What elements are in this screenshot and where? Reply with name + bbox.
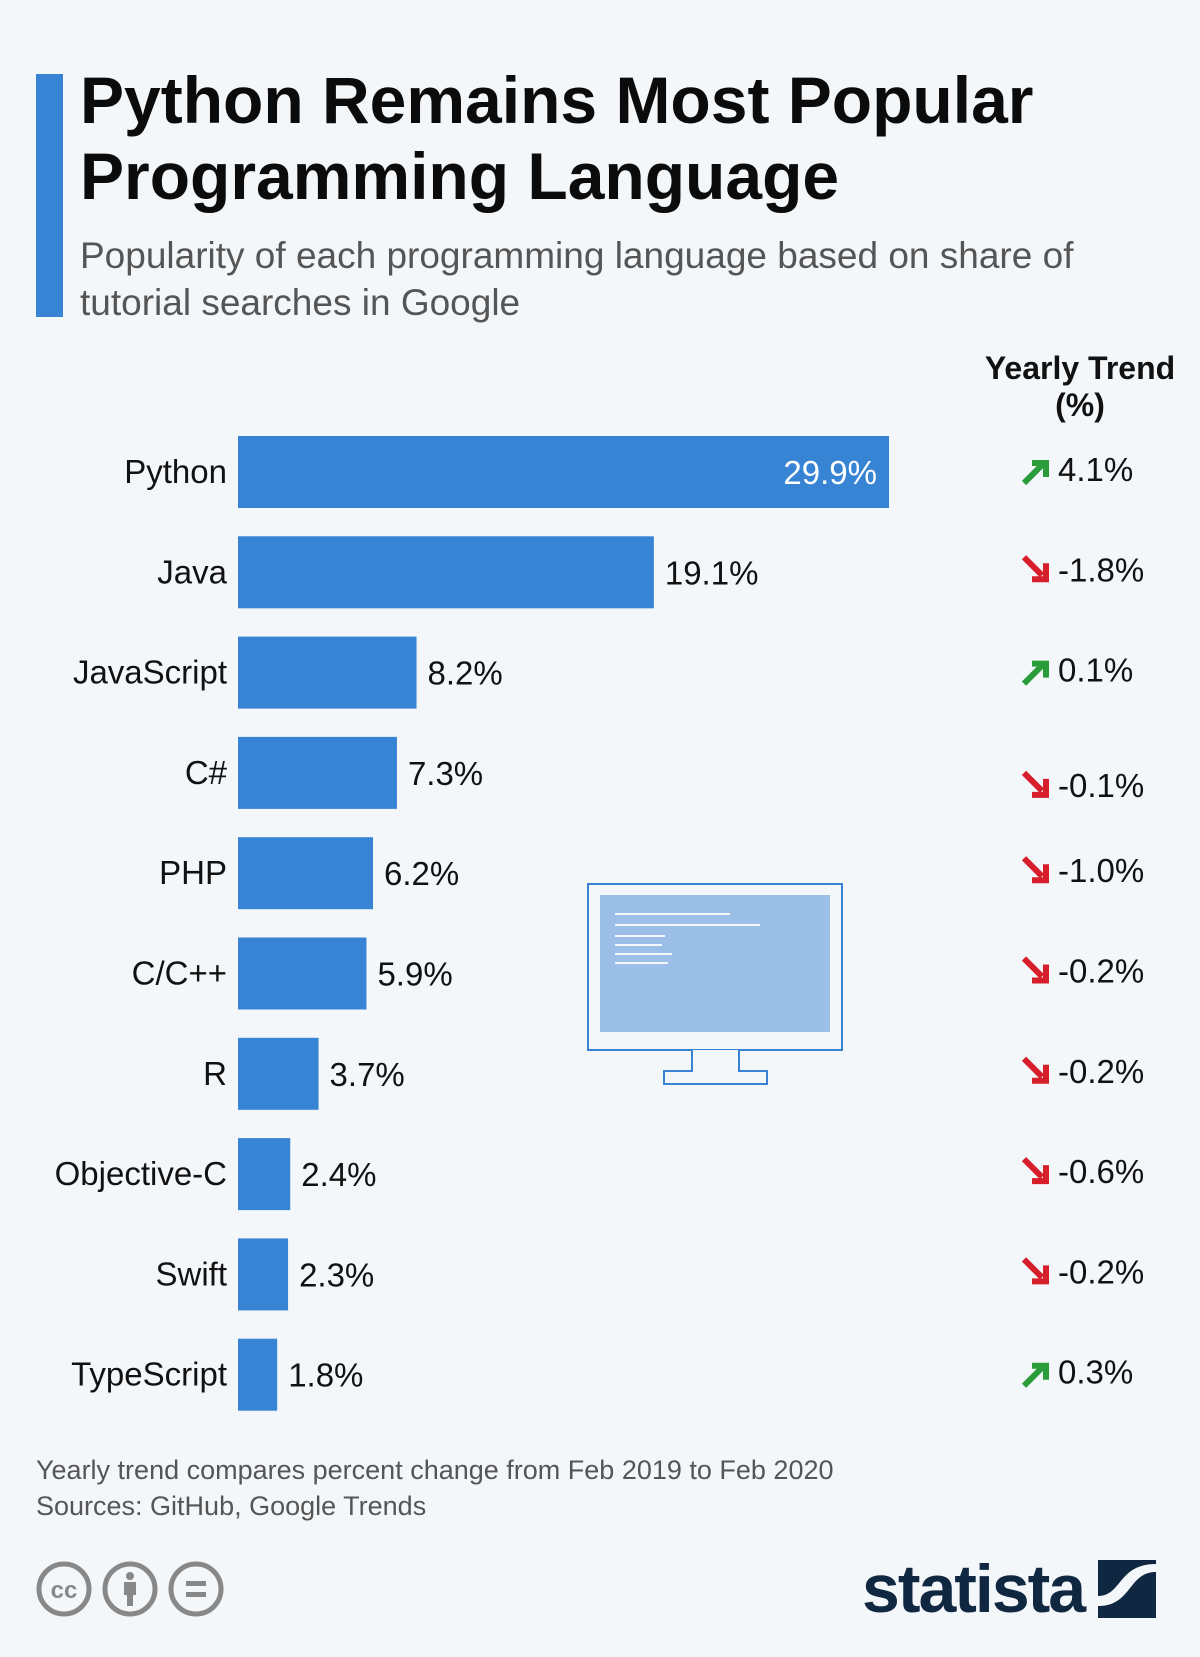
trend-value: -0.1% <box>1058 767 1144 804</box>
bar <box>238 837 373 910</box>
bar <box>238 1338 278 1411</box>
bar <box>238 937 367 1010</box>
trend-down-arrow-icon <box>1021 1056 1049 1084</box>
trend-value: -1.0% <box>1058 852 1144 889</box>
logo-wordmark: statista <box>862 1551 1086 1627</box>
bar <box>238 436 889 508</box>
category-label: C/C++ <box>132 955 227 992</box>
value-label: 2.4% <box>301 1156 376 1193</box>
trend-value: -0.2% <box>1058 953 1144 990</box>
value-label: 1.8% <box>288 1357 363 1394</box>
statista-logo[interactable]: statista <box>862 1551 1157 1627</box>
category-label: C# <box>185 754 228 791</box>
value-label: 6.2% <box>384 855 459 892</box>
trend-column-header: Yearly Trend (%) <box>984 350 1176 423</box>
statista-logo-icon <box>1098 1560 1157 1618</box>
no-derivatives-icon <box>168 1561 224 1617</box>
category-label: TypeScript <box>71 1356 227 1393</box>
category-label: PHP <box>159 854 227 891</box>
value-label: 7.3% <box>408 755 483 792</box>
value-label: 19.1% <box>665 554 759 591</box>
title-accent-bar <box>36 74 63 317</box>
trend-down-arrow-icon <box>1021 555 1049 583</box>
chart-title: Python Remains Most Popular Programming … <box>80 63 1034 213</box>
license-icons[interactable]: cc <box>36 1561 224 1617</box>
trend-value: 4.1% <box>1058 451 1133 488</box>
trend-down-arrow-icon <box>1021 856 1049 884</box>
category-label: Objective-C <box>55 1155 227 1192</box>
trend-down-arrow-icon <box>1021 770 1049 798</box>
value-label: 29.9% <box>783 454 877 491</box>
bar <box>238 1138 291 1211</box>
footer-notes: Yearly trend compares percent change fro… <box>36 1452 834 1524</box>
trend-up-arrow-icon <box>1021 660 1049 686</box>
bar <box>238 536 654 609</box>
chart-subtitle: Popularity of each programming language … <box>80 235 1074 323</box>
bar <box>238 636 417 709</box>
category-label: Python <box>124 453 227 490</box>
svg-text:cc: cc <box>51 1577 78 1604</box>
category-label: Swift <box>155 1255 227 1292</box>
bar <box>238 1037 319 1110</box>
category-label: R <box>203 1055 227 1092</box>
monitor-illustration <box>587 883 843 1085</box>
trend-up-arrow-icon <box>1021 460 1049 486</box>
trend-value: 0.1% <box>1058 652 1133 689</box>
value-label: 5.9% <box>377 956 452 993</box>
trend-value: 0.3% <box>1058 1354 1133 1391</box>
trend-down-arrow-icon <box>1021 1156 1049 1185</box>
attribution-icon <box>102 1561 158 1617</box>
bar <box>238 1238 289 1311</box>
value-label: 8.2% <box>428 655 503 692</box>
trend-down-arrow-icon <box>1021 956 1049 984</box>
value-label: 2.3% <box>299 1256 374 1293</box>
trend-value: -1.8% <box>1058 551 1144 588</box>
trend-up-arrow-icon <box>1021 1362 1049 1388</box>
category-label: Java <box>157 553 227 590</box>
sources: Sources: GitHub, Google Trends <box>36 1491 427 1521</box>
trend-value: -0.2% <box>1058 1253 1144 1290</box>
cc-icon: cc <box>36 1561 92 1617</box>
trend-value: -0.2% <box>1058 1053 1144 1090</box>
bar <box>238 736 397 809</box>
value-label: 3.7% <box>330 1056 405 1093</box>
trend-value: -0.6% <box>1058 1153 1144 1190</box>
footnote: Yearly trend compares percent change fro… <box>36 1455 834 1485</box>
trend-down-arrow-icon <box>1021 1257 1049 1285</box>
category-label: JavaScript <box>73 654 227 691</box>
